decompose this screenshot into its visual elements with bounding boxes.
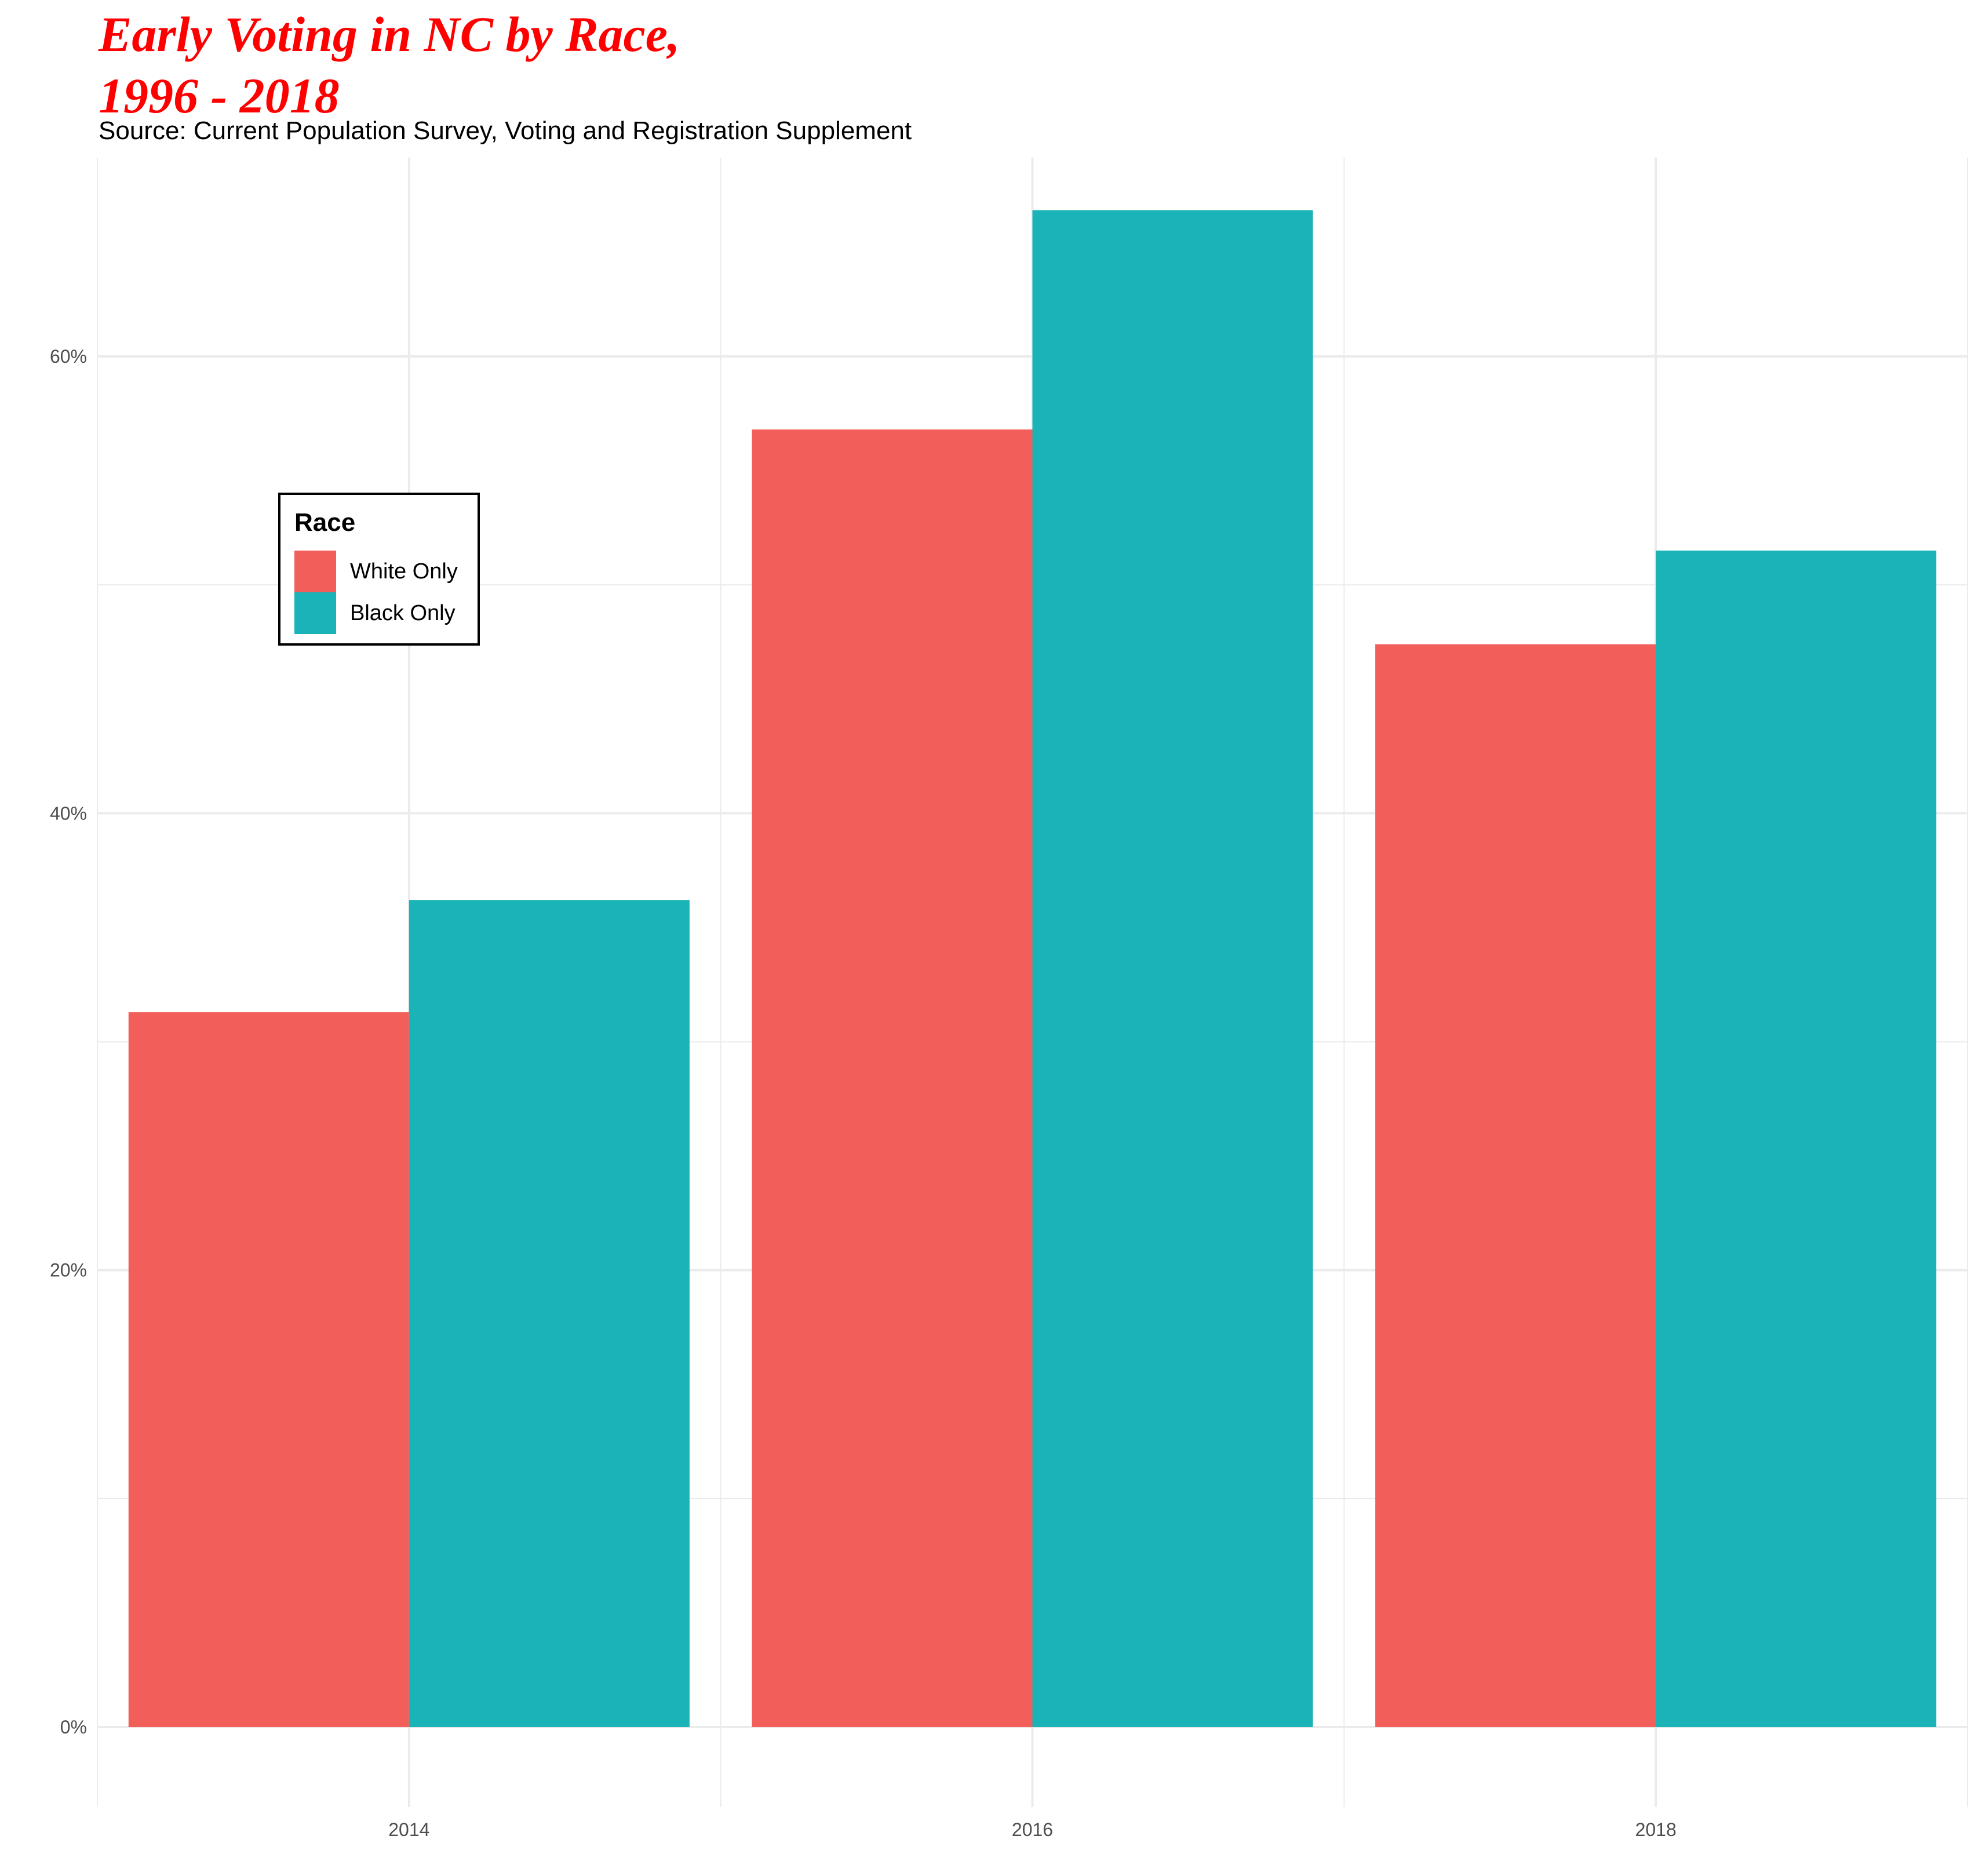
chart-title-line-1: Early Voting in NC by Race, (99, 6, 680, 62)
bar-white-only-2014 (128, 1012, 409, 1728)
legend-item-white-only: White Only (294, 551, 474, 592)
y-tick-label: 0% (60, 1717, 87, 1737)
legend-label-white-only: White Only (350, 559, 458, 584)
bar-black-only-2018 (1656, 550, 1937, 1728)
bar-white-only-2018 (1375, 644, 1656, 1728)
bar-black-only-2016 (1032, 210, 1313, 1728)
legend-swatch-black-only (294, 592, 336, 634)
chart-title: Early Voting in NC by Race, 1996 - 2018 (99, 3, 1142, 126)
bar-white-only-2016 (752, 429, 1033, 1728)
legend-item-black-only: Black Only (294, 592, 474, 634)
chart-title-line-2: 1996 - 2018 (99, 68, 340, 123)
bar-black-only-2014 (409, 900, 690, 1728)
chart-subtitle: Source: Current Population Survey, Votin… (99, 116, 912, 145)
x-tick-label: 2014 (388, 1819, 429, 1840)
legend: Race White Only Black Only (278, 493, 480, 646)
x-tick-label: 2016 (1012, 1819, 1053, 1840)
y-tick-label: 20% (50, 1260, 87, 1281)
x-tick-label: 2018 (1635, 1819, 1677, 1840)
y-tick-label: 60% (50, 346, 87, 367)
y-tick-label: 40% (50, 803, 87, 824)
legend-label-black-only: Black Only (350, 601, 456, 625)
legend-title: Race (294, 508, 356, 537)
legend-swatch-white-only (294, 551, 336, 592)
